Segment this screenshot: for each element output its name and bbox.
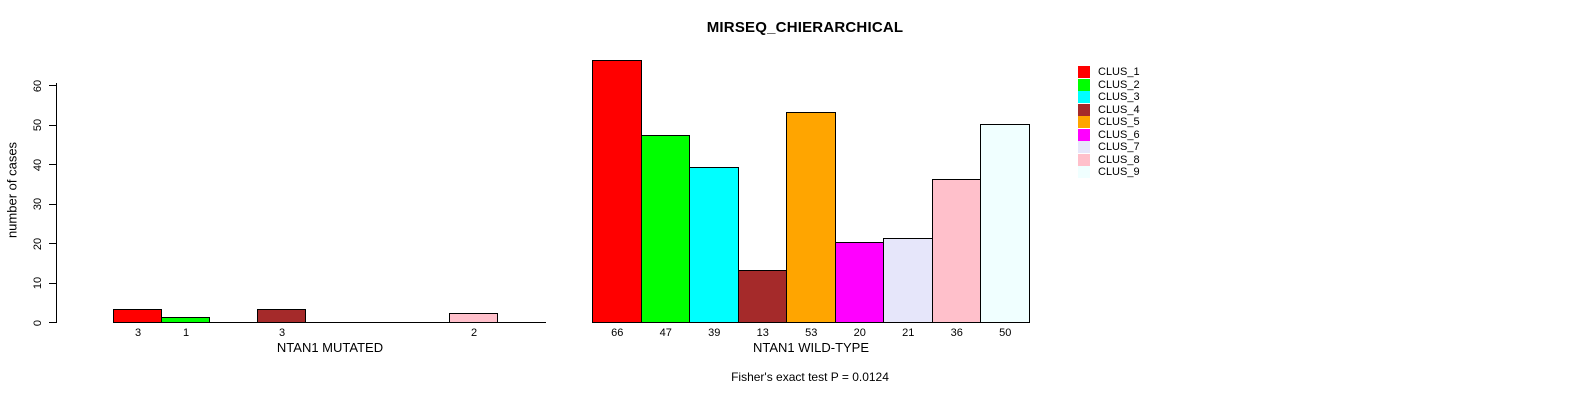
y-axis-tick-label-20: 20 xyxy=(32,237,44,250)
legend-label-clus_8: CLUS_8 xyxy=(1098,153,1140,166)
bar-wild-type-clus_8 xyxy=(931,178,981,323)
bar-value-label-wild-type-clus_2: 47 xyxy=(659,327,672,339)
bar-value-label-wild-type-clus_7: 21 xyxy=(902,327,915,339)
y-axis-tick-40 xyxy=(49,164,56,165)
bar-value-label-wild-type-clus_8: 36 xyxy=(950,327,963,339)
legend-swatch-clus_3 xyxy=(1078,91,1090,103)
bar-value-label-wild-type-clus_5: 53 xyxy=(805,327,818,339)
bar-value-label-mutated-clus_1: 3 xyxy=(134,327,142,339)
bar-value-label-wild-type-clus_9: 50 xyxy=(999,327,1012,339)
legend-swatch-clus_7 xyxy=(1078,141,1090,153)
y-axis-tick-20 xyxy=(49,243,56,244)
legend-label-clus_2: CLUS_2 xyxy=(1098,78,1140,91)
bar-wild-type-clus_3 xyxy=(689,166,739,323)
legend-swatch-clus_6 xyxy=(1078,128,1090,141)
chart-title: MIRSEQ_CHIERARCHICAL xyxy=(706,19,904,36)
fisher-test-annotation: Fisher's exact test P = 0.0124 xyxy=(731,370,889,384)
y-axis-title: number of cases xyxy=(4,141,20,239)
bar-value-label-wild-type-clus_3: 39 xyxy=(708,327,721,339)
bar-mutated-clus_7-zero xyxy=(401,322,450,323)
legend-label-clus_1: CLUS_1 xyxy=(1098,66,1140,78)
bar-wild-type-clus_4 xyxy=(737,269,787,323)
y-axis-tick-label-40: 40 xyxy=(32,158,44,171)
y-axis-tick-label-30: 30 xyxy=(32,197,44,211)
bar-mutated-clus_1 xyxy=(113,309,162,323)
bar-wild-type-clus_9 xyxy=(980,123,1030,323)
bar-value-label-mutated-clus_4: 3 xyxy=(278,327,286,339)
legend-swatch-clus_9 xyxy=(1078,166,1090,178)
bar-mutated-clus_9-zero xyxy=(497,322,546,323)
y-axis-tick-30 xyxy=(49,203,56,205)
bar-mutated-clus_2 xyxy=(161,317,210,323)
y-axis-tick-label-60: 60 xyxy=(32,79,44,92)
bar-value-label-wild-type-clus_4: 13 xyxy=(756,327,769,339)
bar-value-label-wild-type-clus_6: 20 xyxy=(853,327,866,339)
y-axis-tick-label-10: 10 xyxy=(32,276,44,290)
legend-swatch-clus_4 xyxy=(1078,103,1090,116)
x-axis-title-wild-type: NTAN1 WILD-TYPE xyxy=(752,340,870,355)
bar-wild-type-clus_2 xyxy=(640,135,690,323)
legend-swatch-clus_1 xyxy=(1078,66,1090,78)
legend-label-clus_5: CLUS_5 xyxy=(1098,116,1140,128)
y-axis-tick-label-0: 0 xyxy=(32,319,44,326)
bar-wild-type-clus_6 xyxy=(834,242,884,323)
legend-swatch-clus_5 xyxy=(1078,116,1090,128)
bar-value-label-mutated-clus_8: 2 xyxy=(470,327,478,339)
legend-swatch-clus_8 xyxy=(1078,153,1090,166)
legend-label-clus_4: CLUS_4 xyxy=(1098,103,1140,116)
legend-label-clus_7: CLUS_7 xyxy=(1098,141,1140,153)
legend-label-clus_6: CLUS_6 xyxy=(1098,128,1140,141)
bar-wild-type-clus_1 xyxy=(592,60,642,323)
y-axis-tick-10 xyxy=(49,282,56,284)
y-axis-tick-0 xyxy=(49,322,56,323)
y-axis-tick-label-50: 50 xyxy=(32,118,44,132)
legend-label-clus_3: CLUS_3 xyxy=(1098,91,1140,103)
bar-value-label-mutated-clus_2: 1 xyxy=(182,327,190,339)
y-axis-line xyxy=(56,83,57,323)
bar-mutated-clus_3-zero xyxy=(209,322,258,323)
legend-swatch-clus_2 xyxy=(1078,78,1090,91)
bar-wild-type-clus_7 xyxy=(883,238,933,323)
bar-mutated-clus_5-zero xyxy=(305,322,354,323)
y-axis-tick-50 xyxy=(49,124,56,126)
bar-value-label-wild-type-clus_1: 66 xyxy=(611,327,624,339)
bar-mutated-clus_8 xyxy=(449,313,498,323)
y-axis-tick-60 xyxy=(49,85,56,86)
bar-wild-type-clus_5 xyxy=(786,111,836,323)
bar-mutated-clus_4 xyxy=(257,309,306,323)
bar-mutated-clus_6-zero xyxy=(353,322,402,323)
x-axis-title-mutated: NTAN1 MUTATED xyxy=(276,340,384,355)
legend-label-clus_9: CLUS_9 xyxy=(1098,166,1140,178)
